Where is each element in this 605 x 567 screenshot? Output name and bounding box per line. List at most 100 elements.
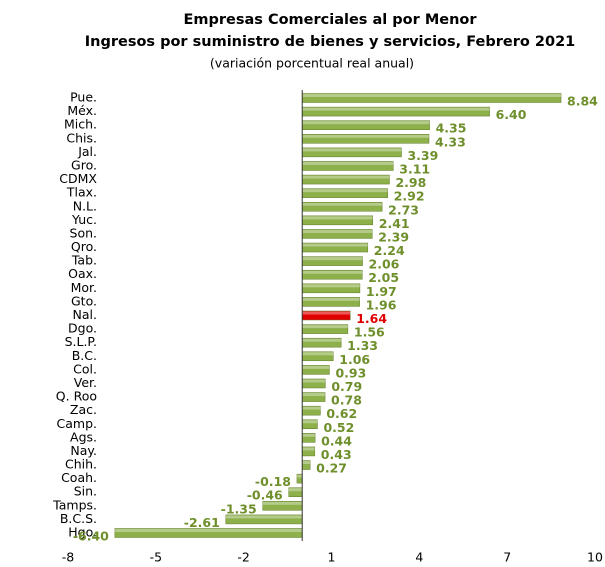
- bar-shine: [302, 325, 348, 329]
- y-tick-label: Nal.: [73, 307, 97, 322]
- bar-shine: [288, 488, 303, 492]
- bar-shine: [302, 107, 490, 111]
- y-tick-label: Méx.: [67, 103, 97, 118]
- y-tick-label: Chih.: [65, 457, 97, 472]
- y-tick-label: Camp.: [57, 416, 97, 431]
- bar-shine: [302, 461, 311, 465]
- y-tick-label: B.C.: [72, 348, 97, 363]
- x-tick-label: 1: [328, 550, 336, 565]
- bar-shine: [302, 148, 402, 152]
- value-label: 0.62: [326, 406, 357, 421]
- value-label: 2.24: [374, 243, 405, 258]
- value-label: -6.40: [73, 529, 109, 544]
- x-tick-label: 7: [503, 550, 511, 565]
- y-tick-label: Dgo.: [68, 321, 97, 336]
- y-tick-label: Tamps.: [52, 497, 97, 512]
- value-label: 0.44: [321, 433, 352, 448]
- value-label: 2.06: [369, 257, 400, 272]
- y-tick-label: Ver.: [74, 375, 97, 390]
- bar-shine: [302, 270, 363, 274]
- y-tick-label: Ags.: [70, 429, 97, 444]
- bar-shine: [302, 202, 383, 206]
- chart-title: Empresas Comerciales al por Menor: [183, 12, 477, 28]
- y-tick-label: Tlax.: [66, 185, 97, 200]
- value-label: 2.92: [394, 189, 425, 204]
- bar-shine: [302, 134, 429, 138]
- y-tick-label: Oax.: [68, 266, 97, 281]
- value-label: 1.96: [366, 297, 397, 312]
- bar-shine: [302, 338, 342, 342]
- bar-shine: [302, 94, 562, 97]
- bar-shine: [225, 515, 303, 519]
- value-label: 2.41: [379, 216, 410, 231]
- bar-shine: [302, 365, 330, 369]
- y-tick-label: Hgo.: [68, 525, 97, 540]
- bar-shine: [302, 297, 360, 301]
- y-tick-label: Yuc.: [71, 212, 97, 227]
- value-label: 3.11: [399, 161, 430, 176]
- value-label: 2.05: [368, 270, 399, 285]
- bar-shine: [302, 216, 373, 220]
- bar-shine: [302, 433, 316, 437]
- bar-shine: [302, 121, 430, 125]
- y-tick-label: Mor.: [71, 280, 97, 295]
- value-label: 4.35: [436, 121, 467, 136]
- y-tick-label: N.L.: [73, 198, 97, 213]
- value-label: 1.56: [354, 325, 385, 340]
- x-tick-label: 4: [415, 550, 423, 565]
- y-tick-label: S.L.P.: [65, 334, 97, 349]
- y-tick-label: Son.: [70, 225, 97, 240]
- value-label: 3.39: [407, 148, 438, 163]
- value-label: 0.27: [316, 461, 347, 476]
- bar-shine: [262, 501, 303, 505]
- y-tick-label: Mich.: [64, 117, 97, 132]
- value-label: -0.46: [247, 488, 283, 503]
- y-tick-label: Tab.: [71, 253, 97, 268]
- value-label: 6.40: [496, 107, 527, 122]
- bar-shine: [302, 393, 326, 397]
- value-label: 2.39: [378, 229, 409, 244]
- y-tick-label: Gto.: [71, 293, 97, 308]
- y-tick-label: Q. Roo: [56, 389, 97, 404]
- x-tick-label: 10: [587, 550, 603, 565]
- bar-shine: [302, 379, 326, 383]
- value-label: -1.35: [221, 501, 257, 516]
- bar-shine: [302, 447, 315, 451]
- value-label: 1.64: [356, 311, 387, 326]
- y-tick-label: Zac.: [70, 402, 97, 417]
- bar-shine: [296, 474, 303, 478]
- bar-shine: [302, 311, 351, 315]
- y-tick-label: Coah.: [61, 470, 97, 485]
- y-tick-label: Jal.: [77, 144, 97, 159]
- x-tick-label: -5: [150, 550, 162, 565]
- y-tick-label: Gro.: [71, 157, 97, 172]
- bar-shine: [302, 420, 318, 424]
- x-tick-label: -2: [237, 550, 249, 565]
- y-tick-label: Chis.: [66, 130, 97, 145]
- value-label: -2.61: [184, 515, 220, 530]
- y-tick-label: Pue.: [70, 90, 97, 105]
- bar-shine: [302, 352, 334, 356]
- bar-shine: [302, 175, 390, 179]
- value-label: 0.43: [321, 447, 352, 462]
- bar-shine: [302, 243, 368, 247]
- value-label: 0.78: [331, 393, 362, 408]
- bar-shine: [302, 189, 388, 193]
- chart-subtitle: Ingresos por suministro de bienes y serv…: [85, 34, 576, 50]
- bar-shine: [302, 229, 373, 233]
- x-tick-label: -8: [62, 550, 75, 565]
- bar-shine: [302, 257, 363, 261]
- value-label: 4.33: [435, 134, 466, 149]
- value-label: 0.79: [331, 379, 362, 394]
- y-tick-label: CDMX: [59, 171, 97, 186]
- bar-shine: [114, 529, 303, 532]
- bar-shine: [302, 161, 394, 165]
- y-tick-label: Sin.: [74, 484, 97, 499]
- value-label: 2.73: [388, 202, 419, 217]
- value-label: 8.84: [567, 94, 598, 109]
- y-tick-label: Nay.: [70, 443, 97, 458]
- value-label: -0.18: [255, 474, 291, 489]
- y-tick-label: B.C.S.: [60, 511, 97, 526]
- value-label: 0.93: [335, 365, 366, 380]
